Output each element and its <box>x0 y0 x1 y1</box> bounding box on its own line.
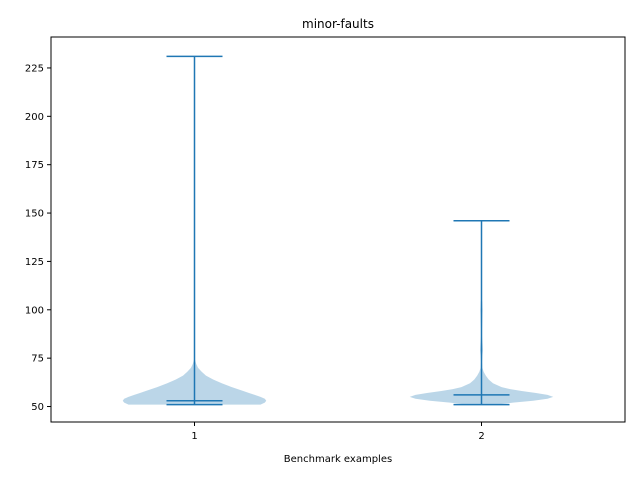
violin-group-2 <box>409 220 554 406</box>
y-tick-label: 100 <box>25 305 44 316</box>
plot-area <box>122 55 554 406</box>
axes-frame <box>50 36 626 423</box>
y-tick-label: 125 <box>25 257 44 268</box>
y-tick-label: 150 <box>25 209 44 220</box>
y-tick-label: 200 <box>25 112 44 123</box>
y-tick-label: 50 <box>31 402 44 413</box>
y-tick-label: 75 <box>31 354 44 365</box>
y-tick-label: 225 <box>25 63 44 74</box>
y-tick-label: 175 <box>25 160 44 171</box>
x-tick-label: 1 <box>191 431 197 442</box>
x-tick-label: 2 <box>478 431 484 442</box>
x-axis-label: Benchmark examples <box>284 454 392 465</box>
y-axis: 50 75 100 125 150 175 200 225 <box>25 63 51 413</box>
violin-group-1 <box>122 55 267 406</box>
chart-title: minor-faults <box>302 17 374 31</box>
